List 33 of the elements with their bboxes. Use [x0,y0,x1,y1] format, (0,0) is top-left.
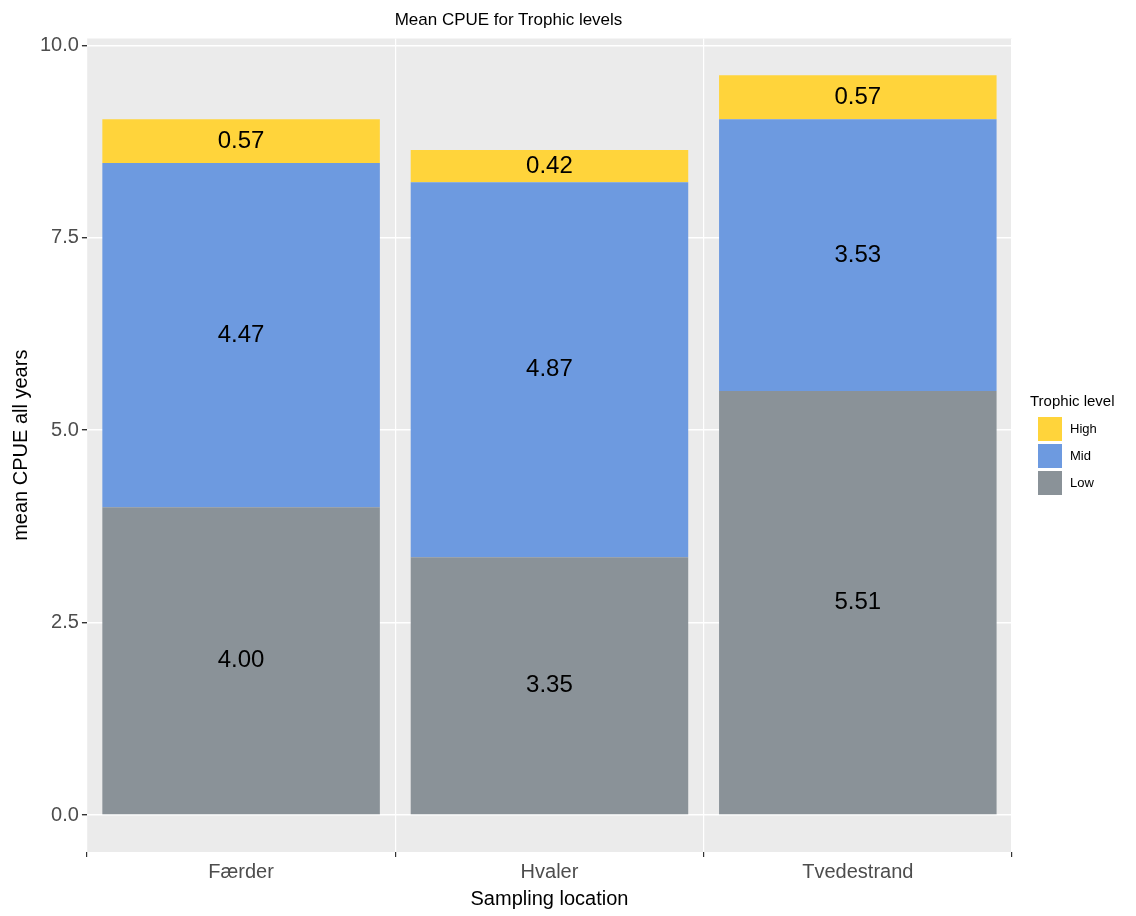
bar [410,150,689,183]
bar [410,557,689,815]
chart-title: Mean CPUE for Trophic levels [394,9,623,29]
x-tick-label: Hvaler [520,859,579,882]
y-tick-label: 0.0 [51,802,79,825]
bar [719,75,997,120]
data-label: 4.47 [217,319,265,347]
y-tick-label: 7.5 [51,225,79,248]
x-tick-label: Tvedestrand [802,859,914,882]
bar [410,182,689,558]
x-tick-label: Færder [208,859,275,882]
data-label: 3.53 [834,239,882,267]
legend-label: High [1070,421,1097,436]
legend-label: Mid [1070,448,1091,463]
y-axis-title: mean CPUE all years [8,349,31,541]
data-label: 3.35 [526,670,573,698]
legend-label: Low [1070,475,1094,490]
x-axis-title: Sampling location [470,886,629,909]
bar [102,163,380,508]
data-label: 0.57 [217,125,265,153]
data-label: 0.42 [526,150,573,178]
bar [102,507,380,815]
bar [719,119,997,391]
bar [719,390,997,815]
data-label: 5.51 [834,587,882,615]
data-label: 0.57 [834,81,882,109]
data-label: 4.00 [217,645,265,673]
legend-title: Trophic level [1030,392,1115,409]
y-tick-label: 2.5 [51,610,79,633]
bar [102,119,380,164]
data-label: 4.87 [526,354,573,382]
y-tick-label: 10.0 [39,32,79,55]
y-tick-label: 5.0 [51,417,79,440]
